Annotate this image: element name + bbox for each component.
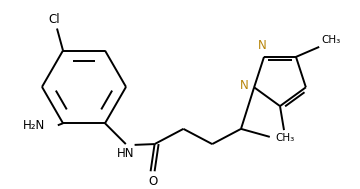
Text: H₂N: H₂N bbox=[23, 119, 45, 132]
Text: O: O bbox=[148, 175, 157, 188]
Text: N: N bbox=[258, 39, 266, 52]
Text: CH₃: CH₃ bbox=[275, 133, 294, 143]
Text: CH₃: CH₃ bbox=[321, 35, 341, 45]
Text: HN: HN bbox=[117, 147, 135, 160]
Text: N: N bbox=[240, 79, 249, 92]
Text: Cl: Cl bbox=[48, 13, 60, 26]
